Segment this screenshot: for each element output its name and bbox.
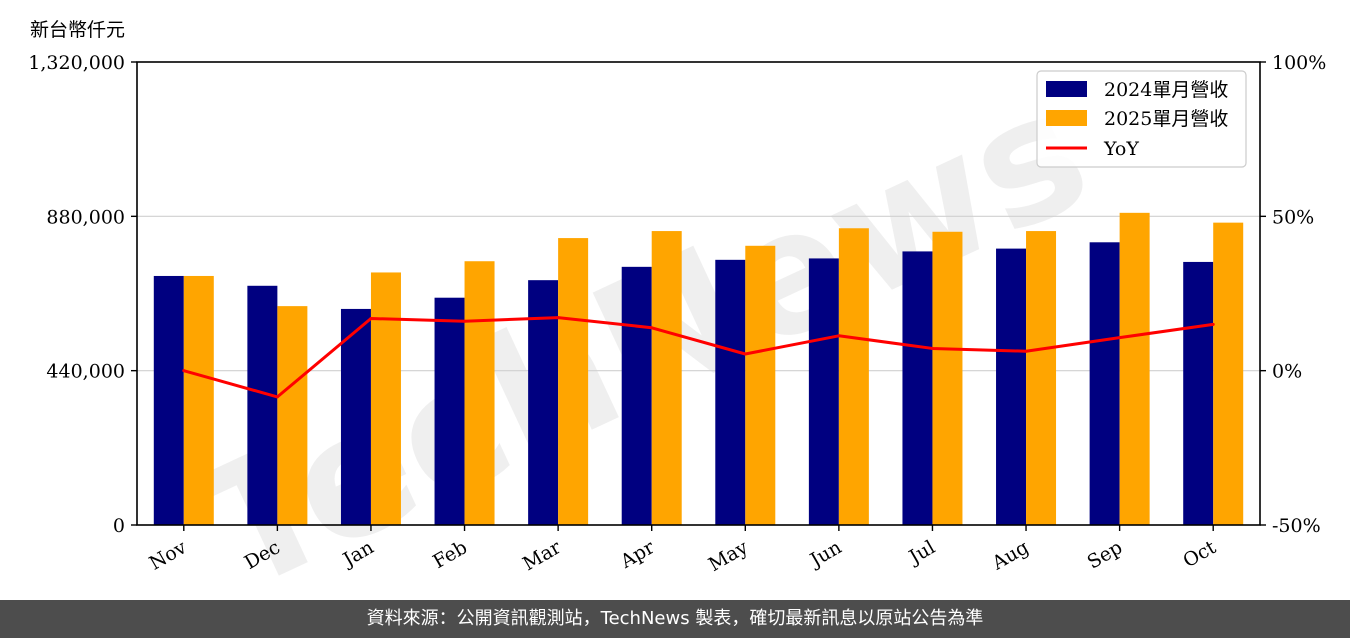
- y-right-tick-label: 100%: [1272, 52, 1326, 74]
- yoy-point-jun: [837, 334, 841, 338]
- bar-2024-aug: [996, 248, 1027, 525]
- bar-2025-oct: [1213, 222, 1244, 525]
- bar-2025-dec: [277, 306, 308, 525]
- yoy-point-feb: [463, 319, 467, 323]
- x-tick-label-apr: Apr: [616, 536, 659, 573]
- yoy-point-apr: [650, 326, 654, 330]
- yoy-line: [183, 316, 1214, 399]
- bar-2024-may: [715, 259, 746, 525]
- y-left-tick-label: 880,000: [46, 206, 125, 228]
- legend-box: [1036, 70, 1247, 168]
- x-tick-label-sep: Sep: [1084, 536, 1127, 573]
- bar-2024-oct: [1183, 261, 1214, 525]
- bar-2024-jul: [902, 251, 933, 525]
- legend-swatch-0: [1046, 81, 1087, 97]
- bar-2024-sep: [1089, 242, 1120, 525]
- grid-lines: [137, 215, 1260, 372]
- y-axis-unit-label: 新台幣仟元: [30, 19, 126, 41]
- bars: [153, 212, 1244, 526]
- bar-2025-jun: [838, 228, 869, 525]
- plot-frame: [136, 61, 1261, 526]
- x-tick-label-oct: Oct: [1179, 536, 1220, 572]
- bar-2025-jul: [932, 231, 963, 525]
- bar-2025-mar: [558, 238, 589, 525]
- x-tick-label-jul: Jul: [904, 536, 939, 569]
- legend-label-0: 2024單月營收: [1104, 79, 1228, 101]
- y-left-tick-label: 0: [113, 515, 125, 537]
- y-right-tick-label: 0%: [1272, 361, 1302, 383]
- yoy-point-jul: [930, 346, 934, 350]
- source-footer: 資料來源：公開資訊觀測站，TechNews 製表，確切最新訊息以原站公告為準: [0, 600, 1350, 638]
- y-left-tick-label: 1,320,000: [28, 52, 125, 74]
- bar-2025-feb: [464, 261, 495, 525]
- yoy-point-mar: [556, 316, 560, 320]
- yoy-point-oct: [1211, 322, 1215, 326]
- bar-2024-jun: [808, 258, 839, 525]
- y-right-tick-label: 50%: [1272, 206, 1314, 228]
- bar-2024-dec: [247, 285, 278, 525]
- bar-2024-mar: [528, 280, 559, 525]
- bar-2025-apr: [651, 231, 682, 525]
- x-tick-label-aug: Aug: [988, 536, 1033, 575]
- y-right-tick-label: -50%: [1272, 515, 1321, 537]
- legend-label-1: 2025單月營收: [1104, 108, 1228, 130]
- yoy-point-nov: [182, 369, 186, 373]
- legend-swatch-1: [1046, 110, 1087, 126]
- x-tick-label-mar: Mar: [519, 536, 565, 575]
- bar-2024-jan: [340, 308, 371, 525]
- bar-2025-may: [745, 245, 776, 525]
- bar-2024-nov: [153, 275, 184, 525]
- x-tick-label-may: May: [705, 536, 752, 576]
- legend-label-2: YoY: [1103, 138, 1139, 160]
- bar-2025-sep: [1119, 212, 1150, 526]
- x-tick-label-nov: Nov: [146, 536, 191, 575]
- yoy-point-jan: [369, 317, 373, 321]
- yoy-point-may: [743, 352, 747, 356]
- legend: 2024單月營收 2025單月營收 YoY: [1036, 70, 1247, 168]
- bar-2025-aug: [1026, 231, 1057, 525]
- bar-2025-nov: [183, 275, 214, 525]
- yoy-line-layer: [182, 316, 1215, 399]
- yoy-point-sep: [1118, 336, 1122, 340]
- yoy-point-aug: [1024, 349, 1028, 353]
- yoy-point-dec: [275, 395, 279, 399]
- bar-2024-feb: [434, 297, 465, 525]
- x-tick-label-jun: Jun: [805, 536, 846, 572]
- y-left-tick-label: 440,000: [46, 361, 125, 383]
- bar-2025-jan: [370, 272, 401, 525]
- bar-2024-apr: [621, 266, 652, 525]
- revenue-chart: TechNews 0440,000880,0001,320,000-50%0%5…: [28, 51, 1326, 600]
